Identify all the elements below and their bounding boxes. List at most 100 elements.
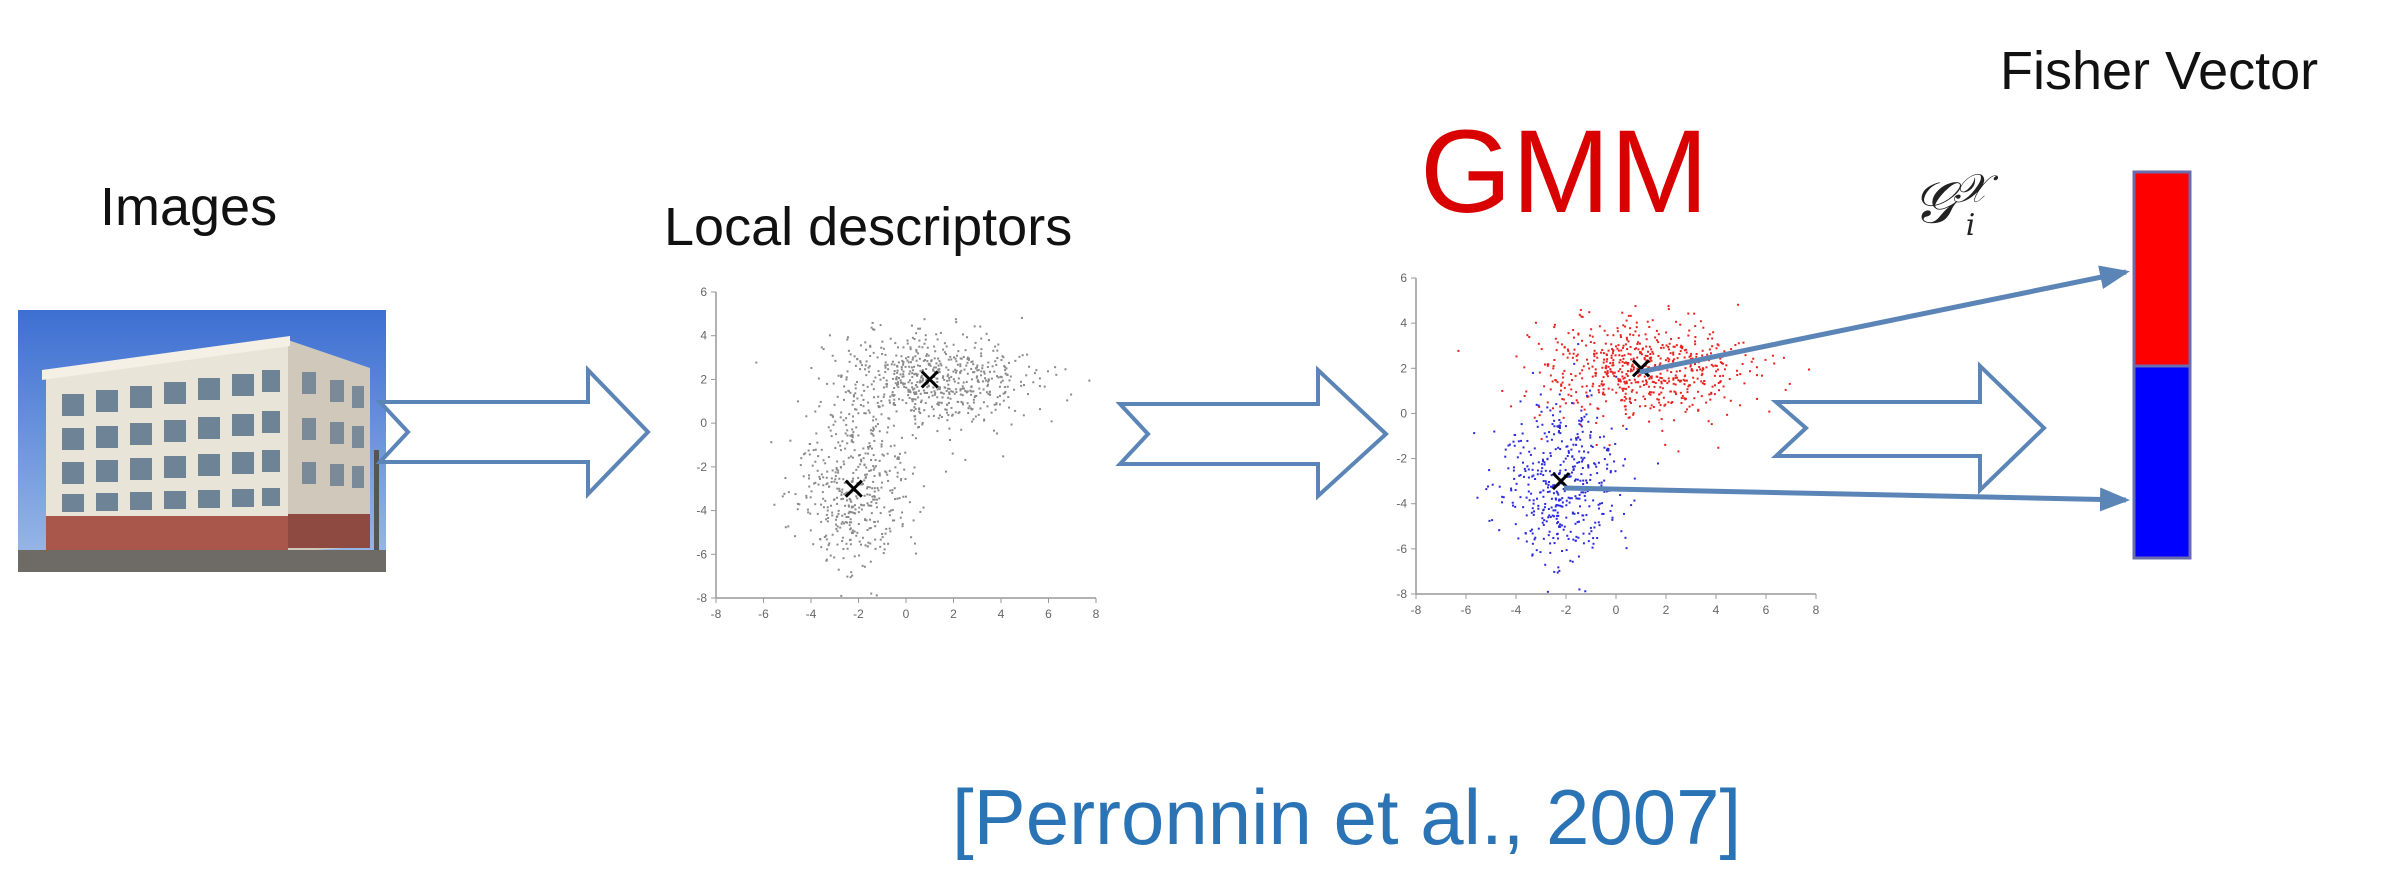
- data-point: [1038, 385, 1041, 388]
- data-point: [1651, 350, 1654, 353]
- data-point: [1695, 352, 1698, 355]
- data-point: [1664, 443, 1667, 446]
- data-point: [886, 473, 889, 476]
- data-point: [1583, 456, 1586, 459]
- data-point: [965, 364, 968, 367]
- data-point: [932, 386, 935, 389]
- data-point: [993, 370, 996, 373]
- data-point: [951, 452, 954, 455]
- data-point: [1514, 505, 1517, 508]
- data-point: [891, 491, 894, 494]
- data-point: [1548, 490, 1551, 493]
- data-point: [830, 477, 833, 480]
- data-point: [977, 369, 980, 372]
- y-tick-label: -2: [1396, 452, 1407, 466]
- data-point: [1547, 534, 1550, 537]
- data-point: [1032, 381, 1035, 384]
- data-point: [867, 541, 870, 544]
- data-point: [1576, 478, 1579, 481]
- data-point: [841, 540, 844, 543]
- data-point: [986, 380, 989, 383]
- data-point: [1627, 340, 1630, 343]
- data-point: [881, 536, 884, 539]
- data-point: [870, 501, 873, 504]
- data-point: [974, 367, 977, 370]
- data-point: [810, 366, 813, 369]
- data-point: [1548, 431, 1551, 434]
- data-point: [964, 349, 967, 352]
- data-point: [834, 447, 837, 450]
- data-point: [913, 338, 916, 341]
- data-point: [876, 401, 879, 404]
- data-point: [903, 468, 906, 471]
- data-point: [979, 325, 982, 328]
- data-point: [1543, 463, 1546, 466]
- data-point: [860, 483, 863, 486]
- data-point: [837, 509, 840, 512]
- data-point: [1510, 489, 1513, 492]
- data-point: [980, 337, 983, 340]
- data-point: [868, 445, 871, 448]
- data-point: [1050, 420, 1053, 423]
- data-point: [1739, 404, 1742, 407]
- data-point: [819, 477, 822, 480]
- data-point: [1528, 450, 1531, 453]
- data-point: [1622, 387, 1625, 390]
- data-point: [1621, 360, 1624, 363]
- data-point: [1587, 466, 1590, 469]
- data-point: [908, 396, 911, 399]
- data-point: [1573, 362, 1576, 365]
- data-point: [872, 388, 875, 391]
- data-point: [1014, 359, 1017, 362]
- data-point: [1635, 347, 1638, 350]
- data-point: [1540, 348, 1543, 351]
- data-point: [1623, 395, 1626, 398]
- data-point: [1626, 370, 1629, 373]
- data-point: [866, 545, 869, 548]
- data-point: [873, 475, 876, 478]
- data-point: [1054, 366, 1057, 369]
- data-point: [913, 373, 916, 376]
- data-point: [1537, 504, 1540, 507]
- data-point: [945, 390, 948, 393]
- data-point: [1653, 365, 1656, 368]
- data-point: [1580, 445, 1583, 448]
- data-point: [957, 412, 960, 415]
- data-point: [1542, 452, 1545, 455]
- data-point: [1742, 341, 1745, 344]
- data-point: [1562, 528, 1565, 531]
- data-point: [868, 493, 871, 496]
- data-point: [805, 494, 808, 497]
- data-point: [961, 385, 964, 388]
- data-point: [1586, 358, 1589, 361]
- data-point: [923, 342, 926, 345]
- data-point: [907, 355, 910, 358]
- data-point: [902, 363, 905, 366]
- data-point: [1623, 380, 1626, 383]
- data-point: [896, 371, 899, 374]
- data-point: [906, 339, 909, 342]
- data-point: [908, 372, 911, 375]
- data-point: [1525, 540, 1528, 543]
- data-point: [1683, 379, 1686, 382]
- data-point: [1700, 374, 1703, 377]
- data-point: [933, 393, 936, 396]
- data-point: [1600, 351, 1603, 354]
- data-point: [1660, 380, 1663, 383]
- data-point: [1524, 532, 1527, 535]
- data-point: [1544, 563, 1547, 566]
- data-point: [1527, 483, 1530, 486]
- data-point: [911, 434, 914, 437]
- data-point: [1519, 496, 1522, 499]
- data-point: [1491, 483, 1494, 486]
- data-point: [1615, 391, 1618, 394]
- data-point: [895, 410, 898, 413]
- data-point: [904, 357, 907, 360]
- data-point: [1003, 391, 1006, 394]
- data-point: [1625, 387, 1628, 390]
- data-point: [1589, 434, 1592, 437]
- data-point: [947, 401, 950, 404]
- data-point: [1701, 354, 1704, 357]
- data-point: [948, 379, 951, 382]
- data-point: [1522, 475, 1525, 478]
